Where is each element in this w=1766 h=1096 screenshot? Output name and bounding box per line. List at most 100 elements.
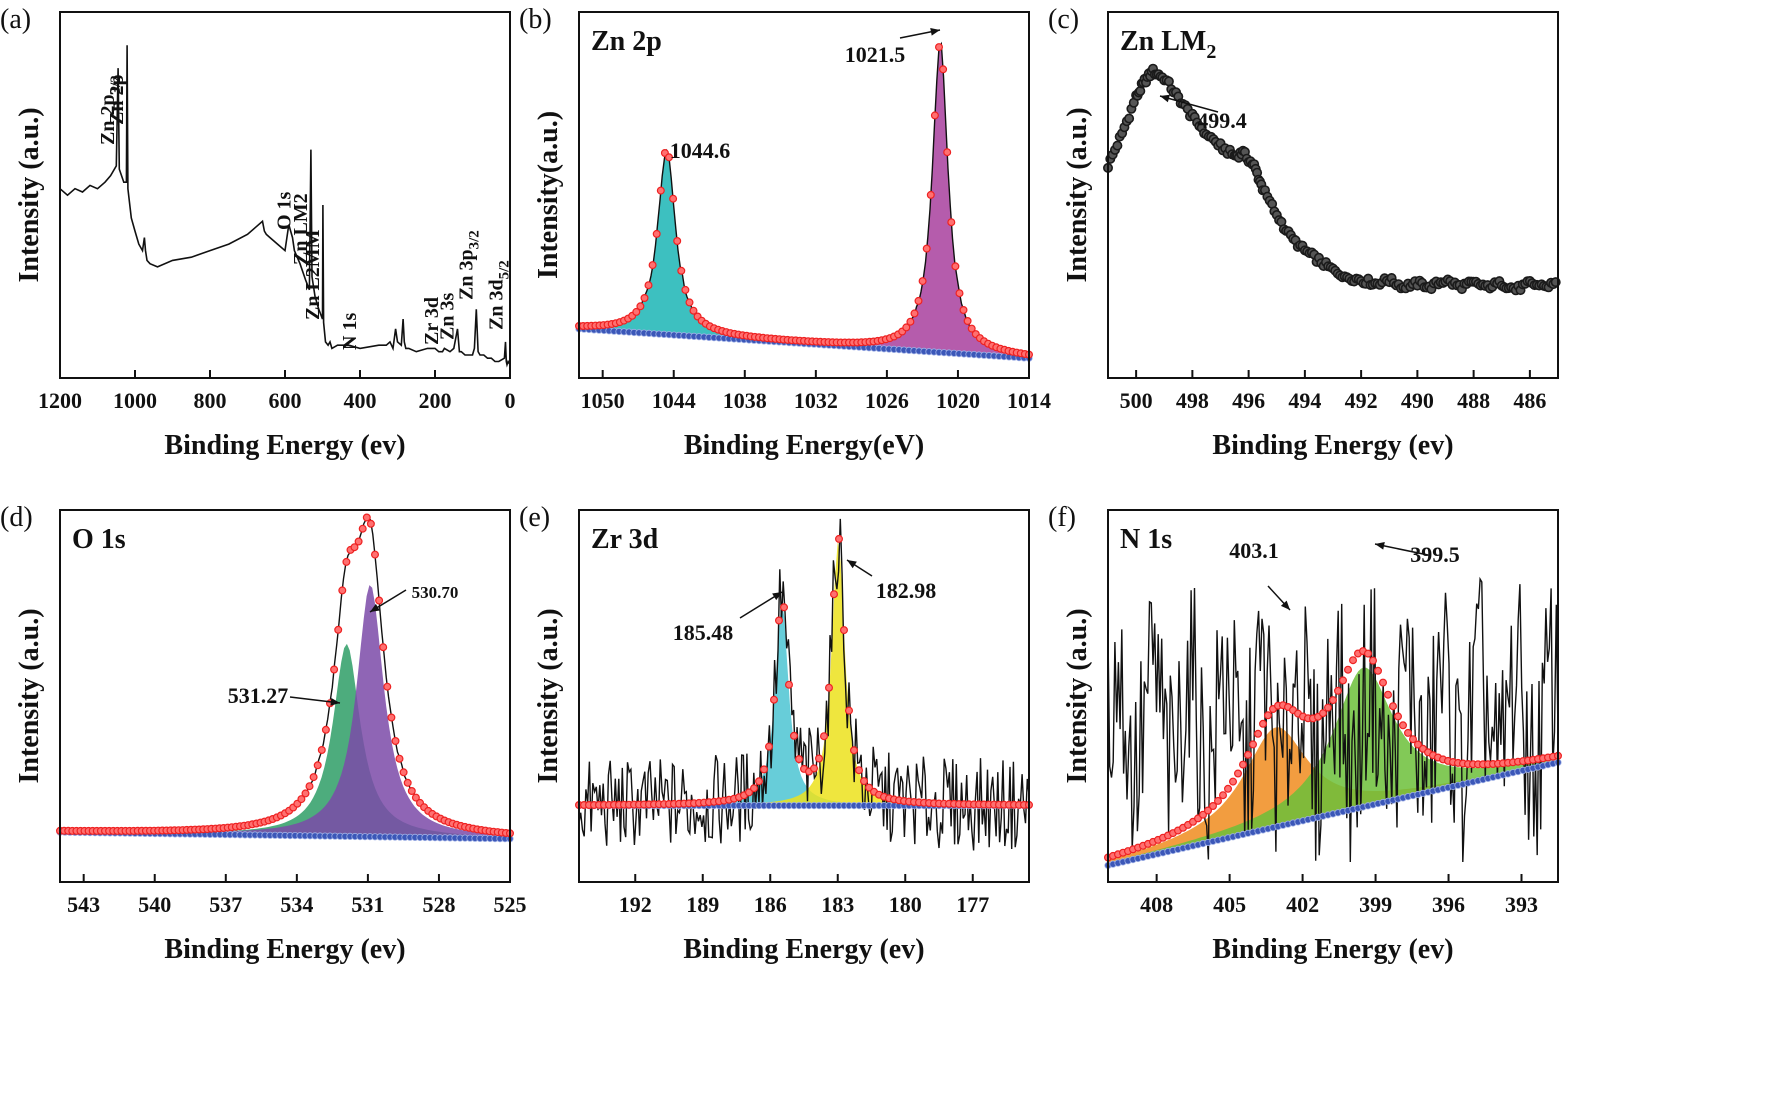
plot-frame: [1107, 509, 1559, 883]
x-tick-label: 1026: [865, 388, 909, 413]
fit-point: [371, 550, 380, 559]
peak-value-label: 399.5: [1410, 542, 1460, 567]
fit-point: [754, 777, 763, 786]
x-tick-label: 540: [138, 892, 171, 917]
x-axis-label: Binding Energy (ev): [164, 934, 405, 965]
x-tick-label: 488: [1457, 388, 1490, 413]
x-tick-label: 400: [344, 388, 377, 413]
panel-title: Zr 3d: [591, 524, 659, 555]
fit-point: [317, 745, 326, 754]
fit-point: [342, 557, 351, 566]
panel-title: Zn 2p: [591, 26, 662, 57]
fit-point: [305, 782, 314, 791]
fit-point: [779, 603, 788, 612]
fit-point: [849, 746, 858, 755]
arrow-head: [1375, 542, 1385, 550]
fit-point: [1393, 712, 1402, 721]
fit-point: [362, 513, 371, 522]
fit-point: [644, 281, 653, 290]
x-tick-label: 1032: [794, 388, 838, 413]
panel-letter: (b): [519, 4, 552, 35]
fit-point: [829, 590, 838, 599]
peak-value-label: 403.1: [1229, 538, 1279, 563]
fit-point: [959, 306, 968, 315]
x-tick-label: 1000: [113, 388, 157, 413]
fit-point: [321, 725, 330, 734]
fit-point: [1243, 750, 1252, 759]
x-tick-label: 486: [1513, 388, 1546, 413]
fit-point: [1323, 703, 1332, 712]
arrow-head: [930, 27, 940, 36]
fit-point: [1343, 665, 1352, 674]
fit-point: [1223, 784, 1232, 793]
x-tick-label: 177: [956, 892, 989, 917]
background-dots: [1104, 758, 1562, 870]
x-tick-label: 500: [1120, 388, 1153, 413]
fit-point: [910, 309, 919, 318]
arrow-head: [370, 603, 380, 612]
fit-point: [689, 306, 698, 315]
panel-d: 543 540 537 534 531 528 525 Binding Energy (ev)…: [0, 502, 527, 965]
x-tick-label: 192: [619, 892, 652, 917]
peak-annotation: N 1s: [339, 313, 361, 350]
peak-value-label: 1044.6: [670, 138, 731, 163]
fit-point: [922, 244, 931, 253]
fit-point: [1413, 740, 1422, 749]
x-tick-label: 531: [351, 892, 384, 917]
fit-point: [669, 194, 678, 203]
fit-point: [939, 65, 948, 74]
fit-point: [338, 586, 347, 595]
fit-point: [677, 266, 686, 275]
panel-title-sub: 2: [1206, 41, 1216, 63]
fit-point: [1383, 690, 1392, 699]
fit-point: [1368, 656, 1377, 665]
peak-value-label: 531.27: [228, 683, 289, 708]
annotation-sub: 5/2: [496, 260, 512, 279]
fit-envelope: [1103, 647, 1562, 862]
fit-point: [673, 237, 682, 246]
fit-point: [1373, 666, 1382, 675]
fit-point: [403, 778, 412, 787]
panel-letter: (f): [1048, 502, 1076, 533]
fit-point: [819, 732, 828, 741]
fit-point: [375, 596, 384, 605]
peak-value-label: 1021.5: [845, 42, 906, 67]
peak-annotation: Zr 3d: [421, 297, 443, 345]
peak-0-fill: [579, 149, 1029, 359]
peak-1-fill: [60, 585, 510, 839]
arrow-head: [847, 560, 857, 569]
fit-point: [1208, 801, 1217, 810]
peak-annotation: Zn 3p3/2: [455, 230, 482, 300]
y-axis-label: Intensity (a.u.): [14, 608, 45, 783]
plot-frame: [578, 509, 1030, 883]
fit-point: [759, 765, 768, 774]
fit-point: [1398, 721, 1407, 730]
x-tick-label: 393: [1505, 892, 1538, 917]
fit-point: [399, 768, 408, 777]
raw-spectrum-line: [60, 514, 510, 835]
fit-point: [1258, 719, 1267, 728]
fit-point: [334, 625, 343, 634]
x-tick-label: 1020: [936, 388, 980, 413]
fit-point: [301, 789, 310, 798]
panel-b: 1050 1044 1038 1032 1026 1020 1014 Binding Ener…: [519, 4, 1051, 461]
fit-point: [1218, 791, 1227, 800]
x-tick-label: 492: [1345, 388, 1378, 413]
fit-point: [640, 294, 649, 303]
annotation-main: Zn 2p: [97, 94, 119, 145]
x-tick-label: 0: [505, 388, 516, 413]
y-axis-label: Intensity (a.u.): [1062, 608, 1093, 783]
x-tick-label: 1200: [38, 388, 82, 413]
plot-frame: [1107, 11, 1559, 379]
fit-point: [926, 190, 935, 199]
peak-1-fill: [579, 47, 1029, 359]
x-tick-label: 183: [821, 892, 854, 917]
x-tick-label: 498: [1176, 388, 1209, 413]
panel-e: 192 189 186 183 180 177 Binding Energy (ev) Int…: [519, 502, 1033, 965]
fit-point: [764, 742, 773, 751]
annotation-main: Zn 3d: [485, 279, 507, 330]
x-tick-label: 405: [1213, 892, 1246, 917]
peak-value-label: 499.4: [1197, 108, 1247, 133]
peak-value-label: 530.70: [412, 583, 459, 602]
fit-point: [744, 788, 753, 797]
